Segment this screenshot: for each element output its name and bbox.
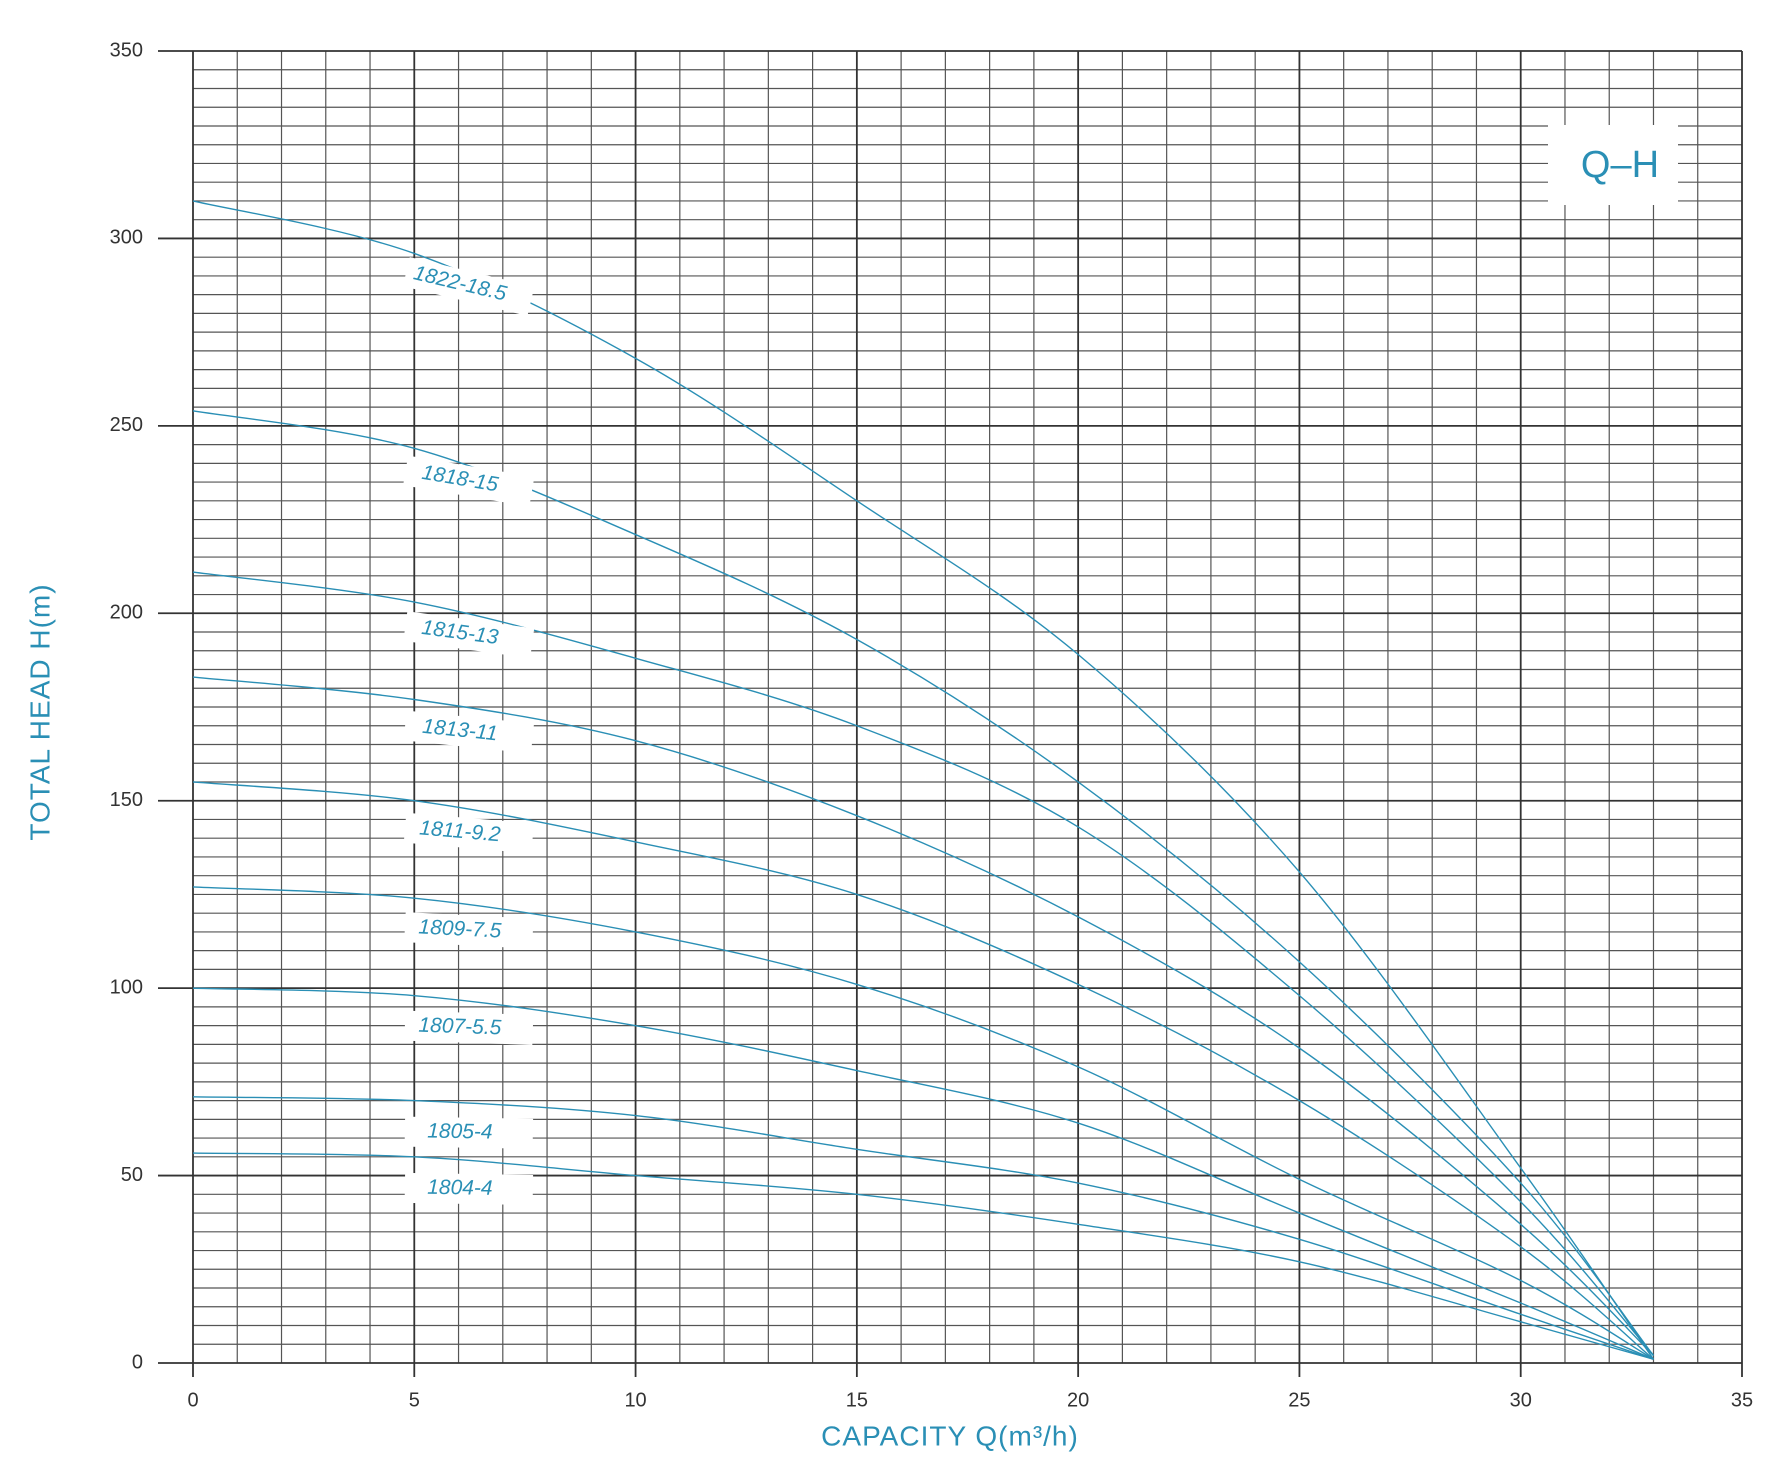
series-line [192, 571, 1655, 1356]
series-label-bg [403, 611, 535, 659]
series-line [192, 1096, 1654, 1360]
series-label-group: 1813-11 [403, 710, 535, 754]
series-line [192, 410, 1655, 1356]
y-tick-label: 150 [110, 789, 143, 811]
series-label-bg [403, 710, 535, 754]
series-label-group: 1811-9.2 [403, 812, 534, 854]
x-tick-label: 5 [409, 1389, 420, 1411]
series-label: 1809-7.5 [418, 915, 502, 942]
series-label: 1805-4 [427, 1120, 493, 1144]
y-tick-label: 250 [110, 414, 143, 436]
x-tick-label: 0 [187, 1389, 198, 1411]
series-label-group: 1822-18.5 [402, 257, 535, 316]
y-tick-label: 100 [110, 976, 143, 998]
series-label-bg [404, 1010, 534, 1045]
series-label: 1807-5.5 [418, 1014, 502, 1040]
series-label-bg [404, 1116, 534, 1149]
annotation-box: Q–H [1548, 125, 1678, 205]
y-tick-label: 0 [132, 1351, 143, 1373]
annotation-bg [1548, 125, 1678, 205]
series-label: 1804-4 [427, 1176, 493, 1200]
x-axis-title: CAPACITY Q(m³/h) [821, 1420, 1079, 1451]
series-line [192, 1152, 1654, 1360]
series-label-group: 1809-7.5 [404, 912, 534, 949]
series-label-group: 1815-13 [403, 611, 535, 659]
x-tick-label: 10 [624, 1389, 646, 1411]
annotation: Q–H [1581, 144, 1659, 186]
series-line [192, 886, 1654, 1360]
y-tick-label: 50 [121, 1164, 143, 1186]
y-tick-label: 300 [110, 227, 143, 249]
x-tick-label: 15 [846, 1389, 868, 1411]
series-label-bg [404, 1172, 534, 1205]
series-line [192, 676, 1654, 1356]
series-line [192, 987, 1654, 1360]
y-tick-label: 350 [110, 39, 143, 61]
series-label-group: 1805-4 [404, 1116, 534, 1149]
series-label-bg [403, 455, 535, 507]
series-label-bg [402, 257, 535, 316]
series-label-bg [404, 912, 534, 949]
series-label-bg [403, 812, 534, 854]
x-tick-label: 35 [1731, 1389, 1753, 1411]
series-label-group: 1818-15 [403, 455, 535, 507]
series-line [192, 781, 1654, 1360]
x-tick-label: 25 [1288, 1389, 1310, 1411]
y-axis-title: TOTAL HEAD H(m) [24, 583, 55, 840]
series-label-group: 1807-5.5 [404, 1010, 534, 1045]
series-label-group: 1804-4 [404, 1172, 534, 1205]
y-tick-label: 200 [110, 602, 143, 624]
x-tick-label: 20 [1067, 1389, 1089, 1411]
x-tick-label: 30 [1510, 1389, 1532, 1411]
